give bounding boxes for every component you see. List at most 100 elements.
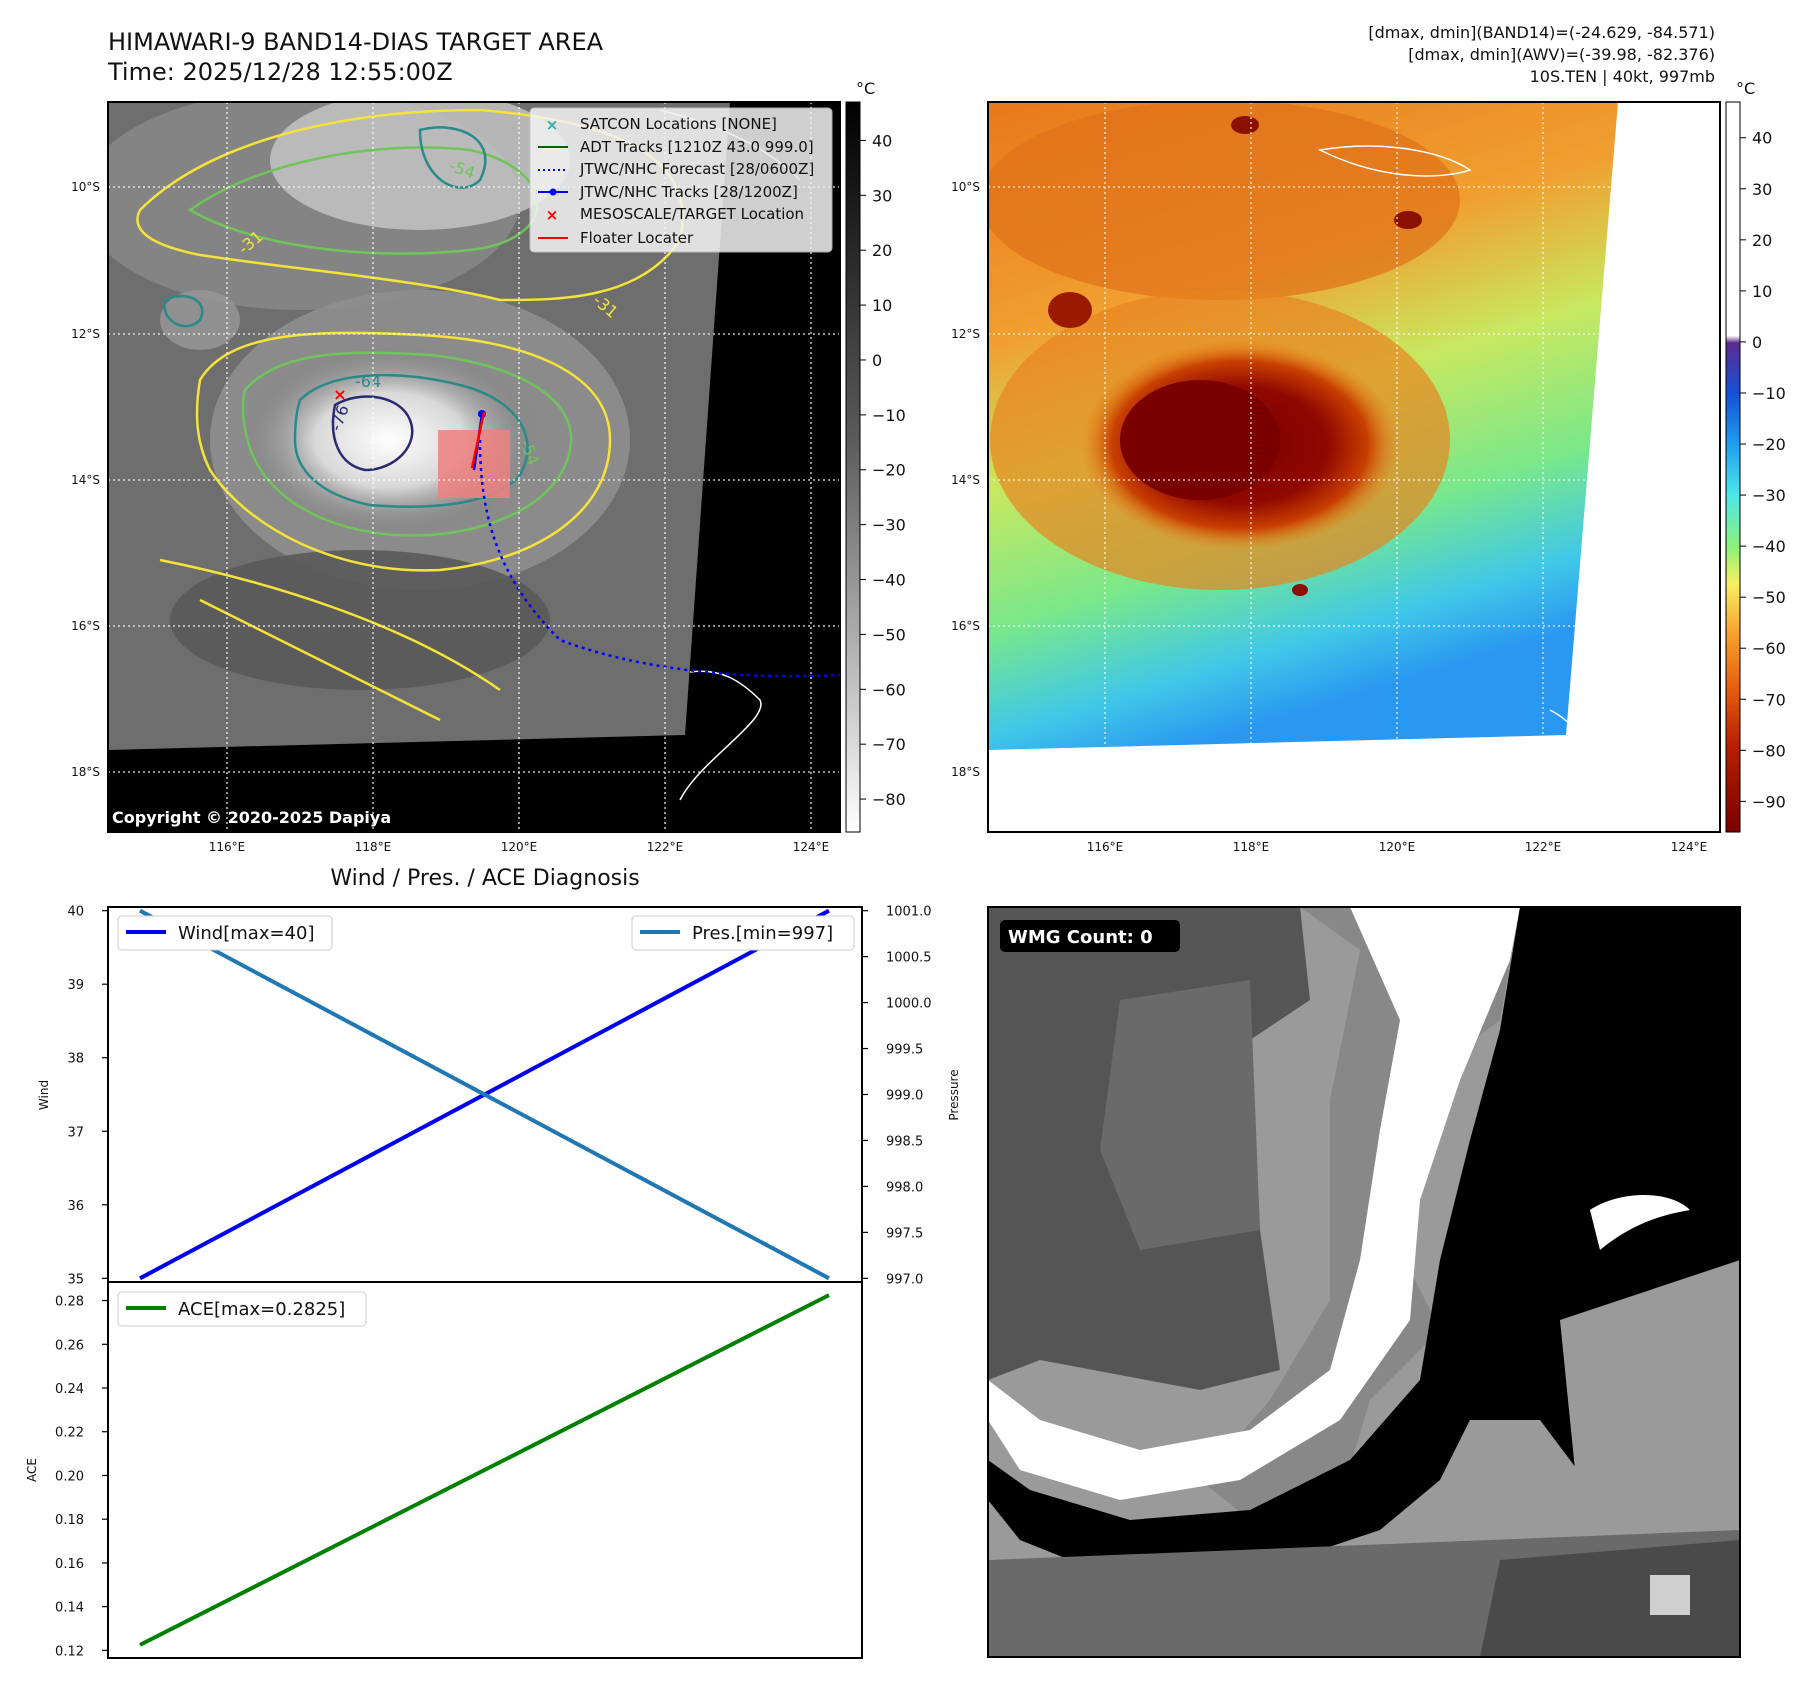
lon-label: 120°E	[1379, 840, 1416, 854]
pressure-legend-label: Pres.[min=997]	[692, 923, 833, 944]
floater-locater-line	[470, 411, 486, 469]
colorbar-tick-label: −40	[1752, 537, 1786, 556]
lon-label: 124°E	[793, 840, 830, 854]
colorbar-tick-label: −10	[1752, 384, 1786, 403]
awv-panel-frame	[987, 101, 1721, 833]
colorbar-tick-label: 10	[872, 296, 892, 315]
pressure-series-line	[139, 908, 830, 1281]
lon-label: 118°E	[1233, 840, 1270, 854]
ace-tick-label: 0.26	[55, 1338, 84, 1353]
colorbar-tick-label: −20	[872, 461, 906, 480]
colorbar-tick-label: −70	[1752, 690, 1786, 709]
diagnosis-ticks: 35 36 37 38 39 40 997.0 997.5 998.0 998.5 999.0 999…	[55, 905, 931, 1660]
wmg-white-band	[988, 907, 1520, 1500]
wmg-image-panel	[988, 907, 1740, 1657]
legend-jtwc-tracks: JTWC/NHC Tracks [28/1200Z]	[579, 183, 798, 201]
colorbar-tick-label: 0	[1752, 333, 1762, 352]
lat-label: 12°S	[71, 327, 100, 341]
target-legend-icon: ×	[546, 206, 559, 224]
contour-label: -64	[355, 372, 381, 391]
wind-tick-label: 35	[67, 1272, 84, 1287]
colorbar-tick-label: 10	[1752, 282, 1772, 301]
lon-label: 116°E	[209, 840, 246, 854]
colorbar-tick-label: −80	[872, 790, 906, 809]
pressure-tick-label: 998.5	[886, 1134, 923, 1149]
awv-colorbar	[1725, 101, 1741, 833]
ace-tick-label: 0.28	[55, 1295, 84, 1310]
lat-label: 10°S	[951, 180, 980, 194]
ace-tick-label: 0.24	[55, 1382, 84, 1397]
wind-axis-label: Wind	[37, 1080, 51, 1110]
lat-label: 10°S	[71, 180, 100, 194]
figure-time: Time: 2025/12/28 12:55:00Z	[107, 58, 453, 86]
diagnosis-title: Wind / Pres. / ACE Diagnosis	[330, 866, 639, 891]
colorbar-tick-label: −60	[872, 680, 906, 699]
legend-floater: Floater Locater	[580, 229, 694, 247]
awv-colorbar-ticks: 40 30 20 10 0 −10 −20 −30 −40 −50 −60 −70 −80 −90	[1740, 129, 1786, 811]
legend-target: MESOSCALE/TARGET Location	[580, 205, 804, 223]
ir-image-panel: × -64 -54 -54 -31 -31 -76 × SATCON Locat…	[108, 102, 840, 832]
wmg-panel-frame	[987, 906, 1741, 1658]
pressure-tick-label: 999.0	[886, 1089, 923, 1104]
colorbar-tick-label: 30	[1752, 180, 1772, 199]
wind-legend-label: Wind[max=40]	[178, 923, 315, 944]
legend-satcon: SATCON Locations [NONE]	[580, 115, 777, 133]
lat-label: 14°S	[71, 473, 100, 487]
lon-label: 118°E	[355, 840, 392, 854]
colorbar-tick-label: −90	[1752, 792, 1786, 811]
wind-tick-label: 39	[67, 978, 84, 993]
lat-label: 16°S	[951, 619, 980, 633]
pressure-tick-label: 1000.5	[886, 951, 932, 966]
lat-label: 12°S	[951, 327, 980, 341]
copyright: Copyright © 2020-2025 Dapiya	[112, 808, 391, 827]
lon-label: 122°E	[647, 840, 684, 854]
legend-adt: ADT Tracks [1210Z 43.0 999.0]	[580, 138, 814, 156]
colorbar-tick-label: −50	[1752, 588, 1786, 607]
pressure-tick-label: 997.0	[886, 1272, 923, 1287]
dmax-band14: [dmax, dmin](BAND14)=(-24.629, -84.571)	[1368, 23, 1715, 42]
ace-tick-label: 0.18	[55, 1513, 84, 1528]
wmg-black-band	[988, 907, 1740, 1580]
lat-label: 18°S	[951, 765, 980, 779]
colorbar-tick-label: −30	[872, 516, 906, 535]
awv-gridlines	[988, 102, 1720, 832]
jtwc-forecast-track	[478, 439, 840, 678]
lon-label: 120°E	[501, 840, 538, 854]
ace-tick-label: 0.14	[55, 1601, 84, 1616]
colorbar-tick-label: 40	[872, 131, 892, 150]
wmg-count-badge: WMG Count: 0	[1000, 920, 1180, 952]
wind-tick-label: 37	[67, 1125, 84, 1140]
ir-colorbar-ticks: 40 30 20 10 0 −10 −20 −30 −40 −50 −60 −70 −80	[860, 131, 906, 809]
pressure-axis-label: Pressure	[947, 1069, 961, 1120]
colorbar-tick-label: −40	[872, 571, 906, 590]
target-marker: ×	[333, 385, 346, 404]
wind-legend: Wind[max=40]	[117, 915, 333, 951]
wind-tick-label: 36	[67, 1199, 84, 1214]
colorbar-tick-label: −60	[1752, 639, 1786, 658]
awv-image-panel	[988, 102, 1720, 832]
ace-series-line	[139, 1293, 830, 1647]
ace-tick-label: 0.12	[55, 1644, 84, 1659]
lat-label: 14°S	[951, 473, 980, 487]
pressure-tick-label: 999.5	[886, 1043, 923, 1058]
lon-label: 124°E	[1671, 840, 1708, 854]
colorbar-tick-label: 30	[872, 186, 892, 205]
ace-tick-label: 0.22	[55, 1426, 84, 1441]
ace-tick-label: 0.20	[55, 1469, 84, 1484]
figure-title: HIMAWARI-9 BAND14-DIAS TARGET AREA	[108, 28, 604, 56]
pressure-legend: Pres.[min=997]	[631, 915, 855, 951]
colorbar-tick-label: −30	[1752, 486, 1786, 505]
ace-axis-label: ACE	[25, 1458, 39, 1482]
awv-coastline	[1317, 145, 1472, 177]
lat-label: 18°S	[71, 765, 100, 779]
colorbar-tick-label: 0	[872, 351, 882, 370]
pressure-tick-label: 1000.0	[886, 997, 932, 1012]
satcon-legend-icon: ×	[546, 116, 559, 134]
lat-label: 16°S	[71, 619, 100, 633]
colorbar-tick-label: 20	[1752, 231, 1772, 250]
ir-colorbar	[845, 101, 861, 833]
wind-tick-label: 38	[67, 1052, 84, 1067]
track-legend-dot	[549, 188, 557, 196]
colorbar-tick-label: 20	[872, 241, 892, 260]
